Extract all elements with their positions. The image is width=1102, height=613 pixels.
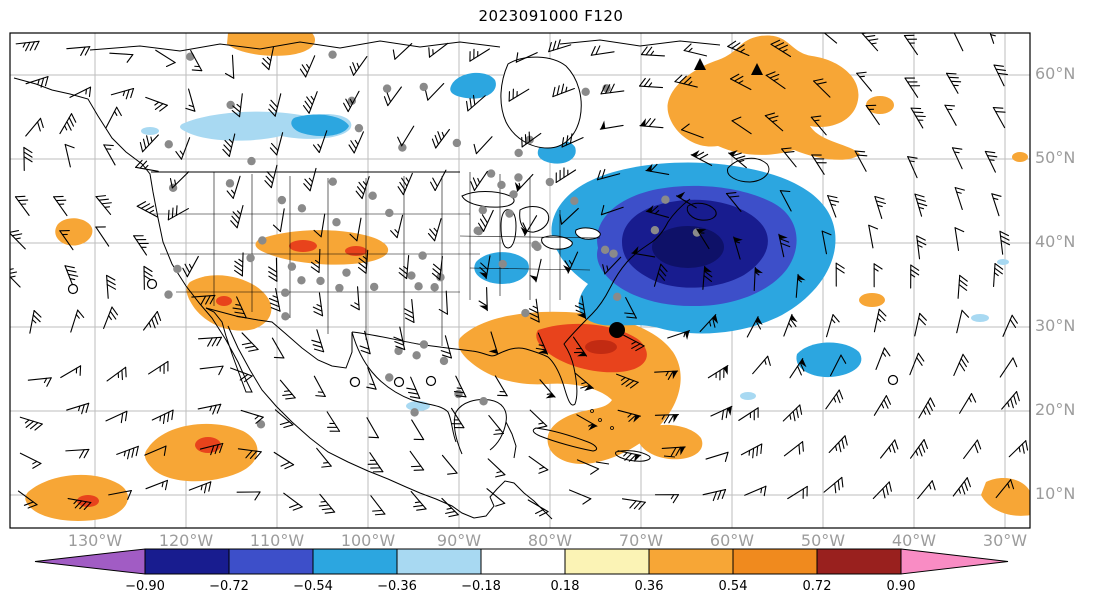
y-tick-30n: 30°N [1035,316,1076,335]
x-tick-60w: 60°W [709,531,755,550]
y-tick-10n: 10°N [1035,484,1076,503]
cb-tick-pos054: 0.54 [718,579,748,594]
cb-tick-neg054: −0.54 [293,579,333,594]
x-tick-50w: 50°W [800,531,846,550]
x-tick-100w: 100°W [340,531,396,550]
x-tick-30w: 30°W [982,531,1028,550]
cb-tick-pos090: 0.90 [886,579,916,594]
y-tick-50n: 50°N [1035,148,1076,167]
cb-tick-neg072: −0.72 [209,579,249,594]
x-tick-80w: 80°W [527,531,573,550]
y-tick-60n: 60°N [1035,64,1076,83]
figure-title: 2023091000 F120 [478,7,624,25]
x-tick-40w: 40°W [891,531,937,550]
cb-tick-pos018: 0.18 [550,579,580,594]
x-tick-90w: 90°W [436,531,482,550]
y-tick-40n: 40°N [1035,232,1076,251]
x-tick-130w: 130°W [67,531,123,550]
y-tick-20n: 20°N [1035,400,1076,419]
x-tick-120w: 120°W [158,531,214,550]
cb-tick-neg036: −0.36 [377,579,417,594]
x-tick-110w: 110°W [249,531,305,550]
cb-tick-neg090: −0.90 [125,579,165,594]
cb-tick-pos072: 0.72 [802,579,832,594]
x-tick-70w: 70°W [618,531,664,550]
cb-tick-neg018: −0.18 [461,579,501,594]
cb-tick-pos036: 0.36 [634,579,664,594]
